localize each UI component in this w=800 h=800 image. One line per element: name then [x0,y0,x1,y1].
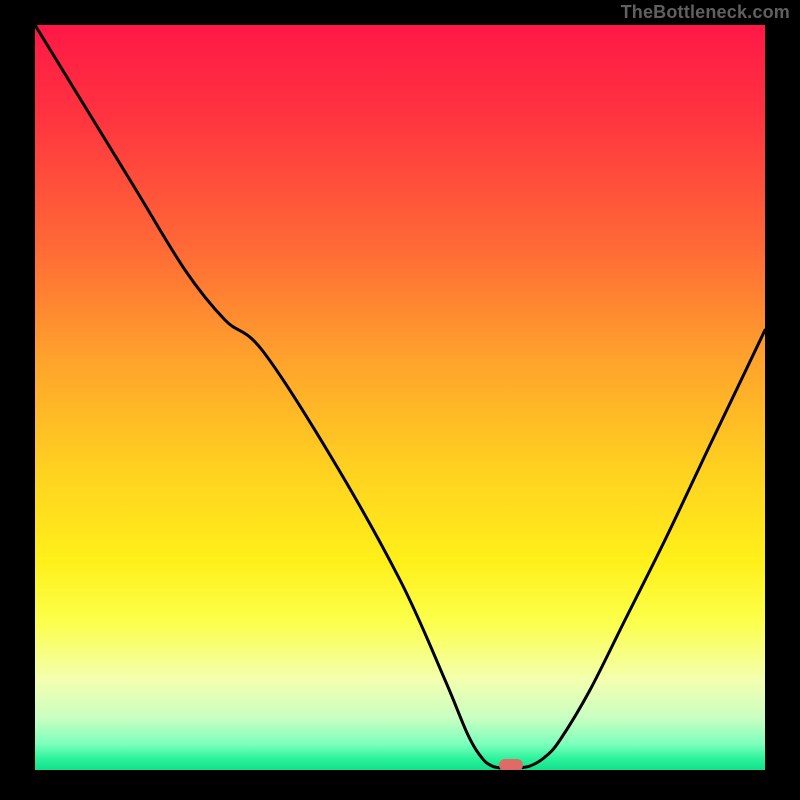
optimal-marker [499,759,523,771]
watermark-text: TheBottleneck.com [621,2,790,23]
chart-stage: TheBottleneck.com [0,0,800,800]
bottleneck-chart [0,0,800,800]
plot-gradient-background [35,25,765,770]
